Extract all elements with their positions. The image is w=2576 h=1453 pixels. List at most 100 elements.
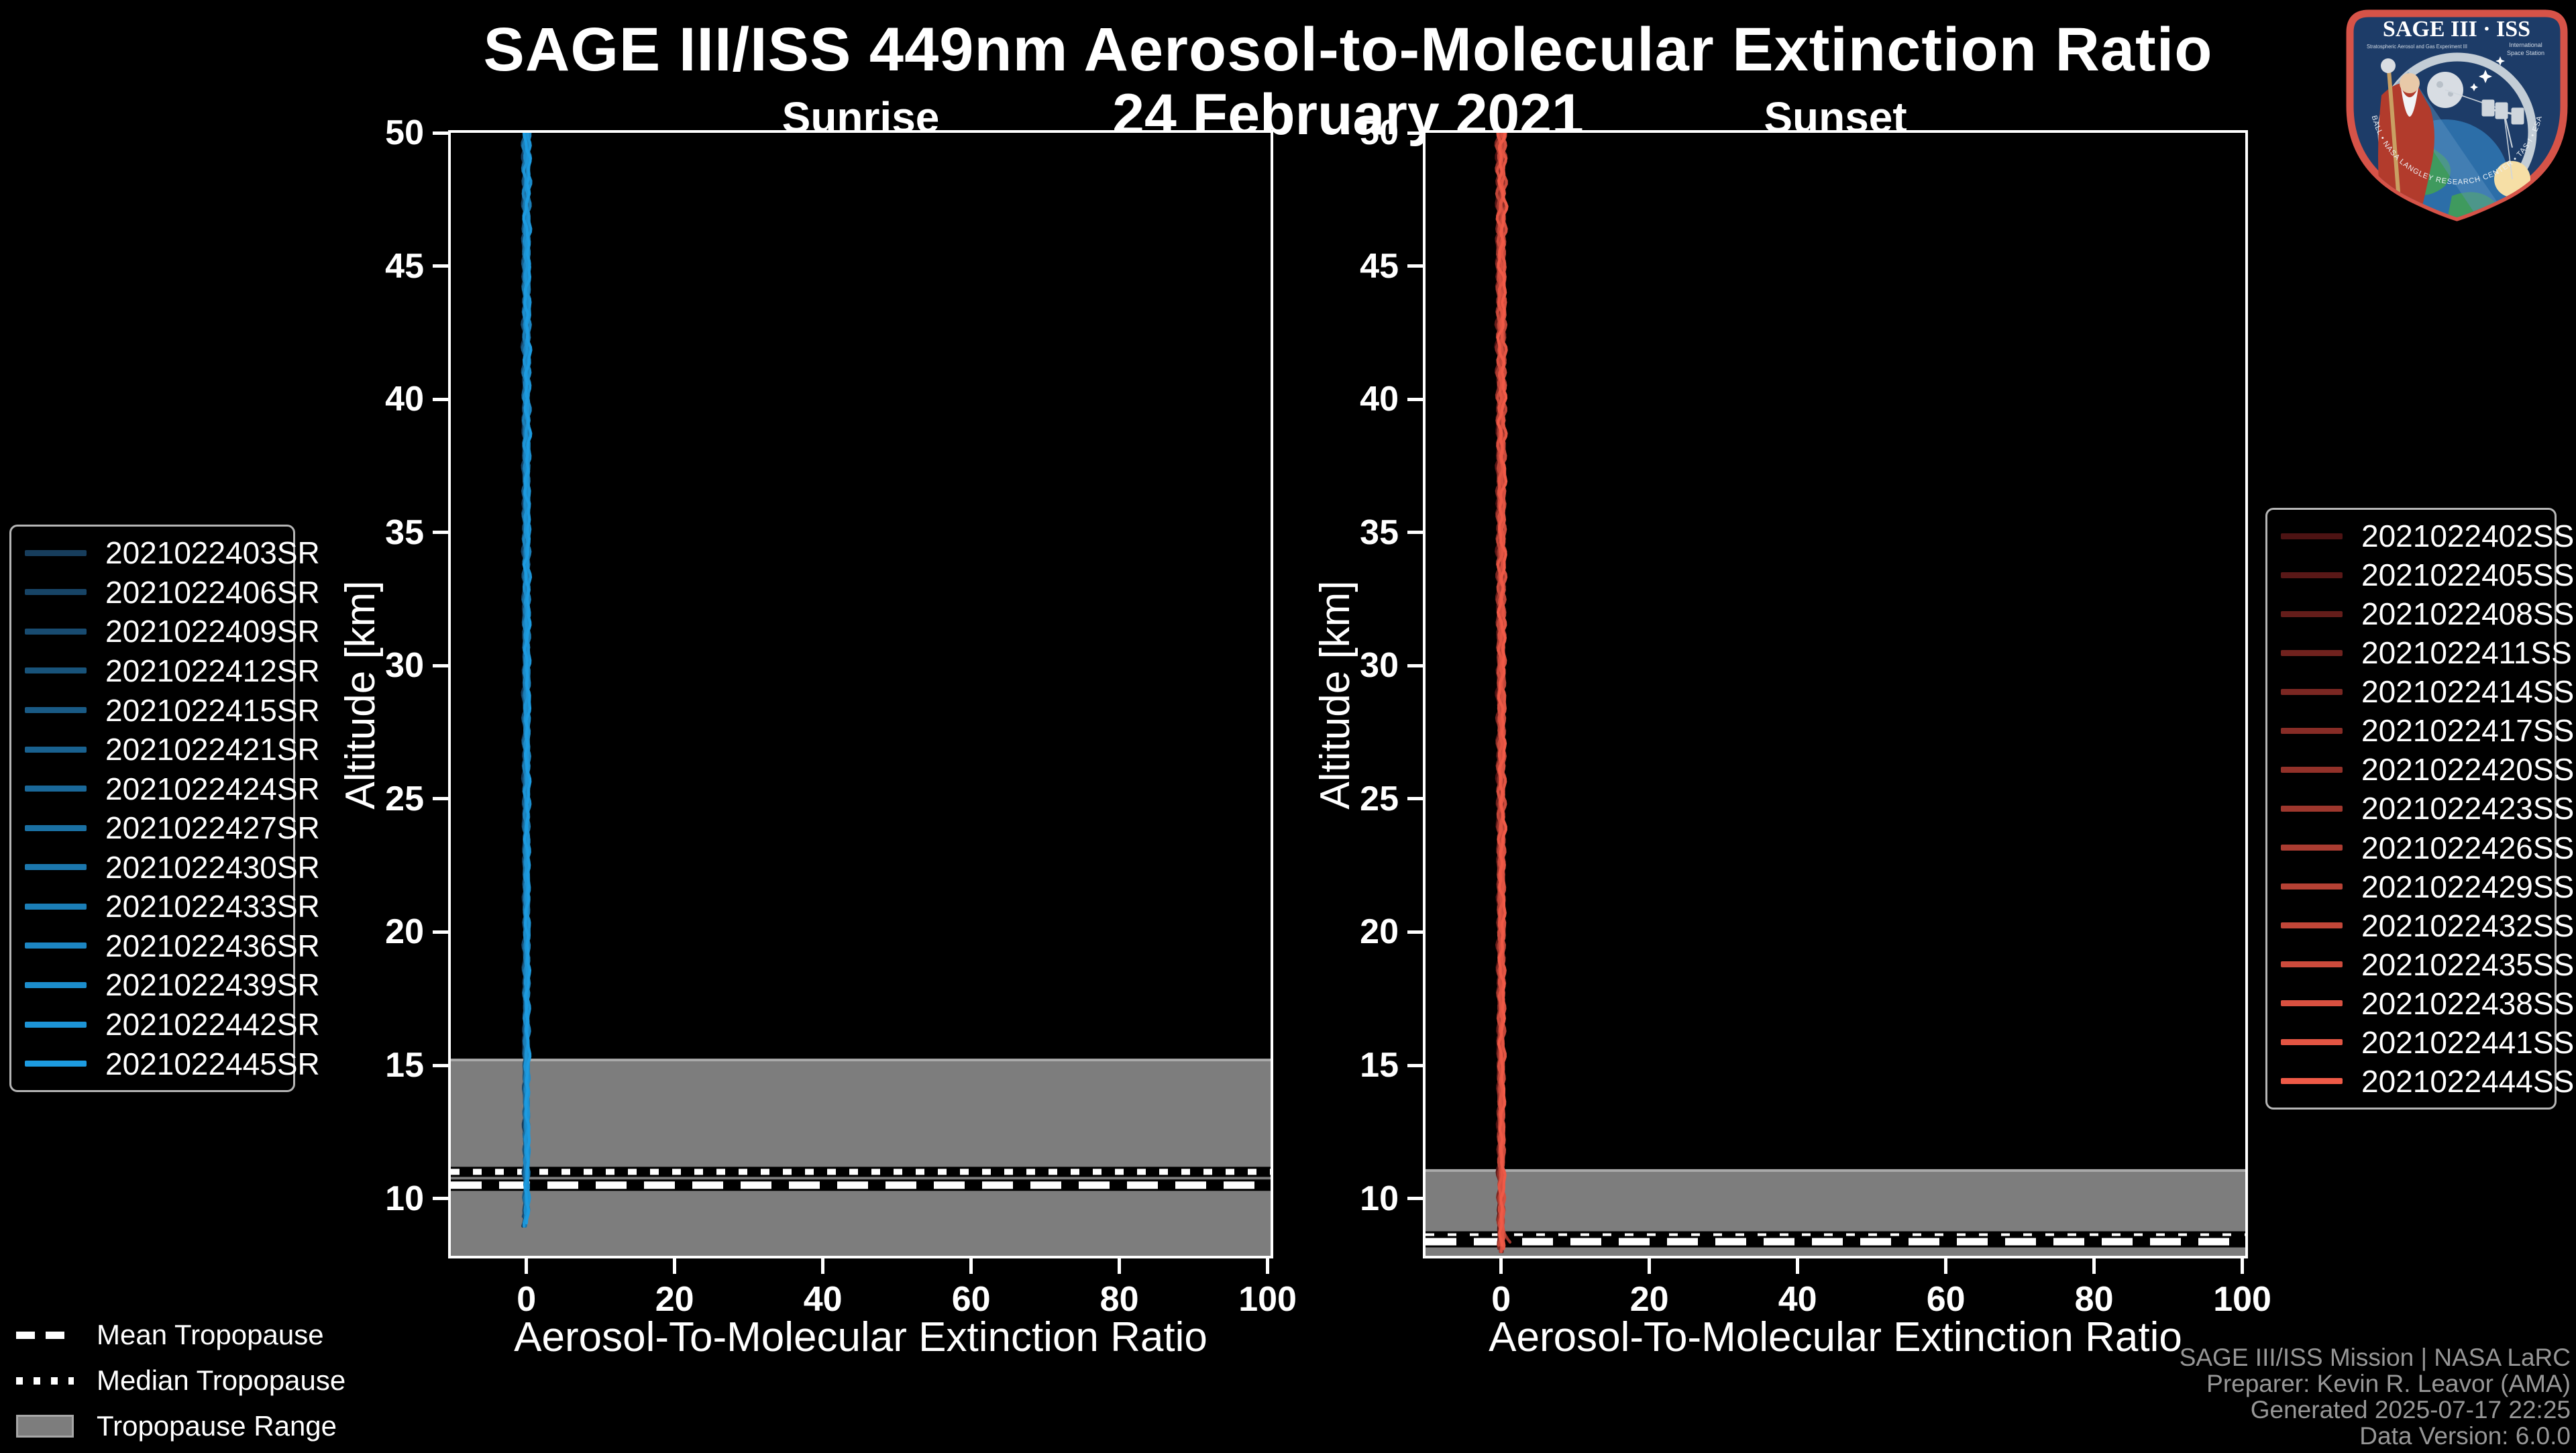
legend-item: 2021022420SS — [2267, 751, 2574, 788]
legend-line-swatch — [2281, 572, 2343, 578]
legend-item: 2021022435SS — [2267, 947, 2574, 983]
legend-line-swatch — [2281, 766, 2343, 773]
y-tick-label: 35 — [385, 513, 424, 552]
legend-item-label: 2021022417SS — [2361, 713, 2575, 749]
legend-item-label: 2021022441SS — [2361, 1024, 2575, 1060]
legend-line-swatch — [2281, 610, 2343, 617]
x-tick-label: 0 — [1491, 1280, 1511, 1319]
legend-item: 2021022414SS — [2267, 674, 2574, 710]
legend-item-label: 2021022445SR — [105, 1046, 320, 1081]
legend-item: 2021022406SR — [11, 574, 320, 610]
x-tick-mark — [1944, 1258, 1948, 1274]
legend-item: 2021022427SR — [11, 810, 320, 846]
legend-item-label: 2021022424SR — [105, 771, 320, 806]
mean-tropopause-label: Mean Tropopause — [97, 1319, 324, 1350]
legend-line-swatch — [2281, 961, 2343, 968]
median-tropopause-label: Median Tropopause — [97, 1364, 346, 1396]
y-tick-mark — [433, 663, 448, 667]
y-tick-mark — [1407, 264, 1423, 268]
legend-line-swatch — [2281, 1039, 2343, 1046]
legend-line-swatch — [2281, 1000, 2343, 1007]
legend-item-label: 2021022402SS — [2361, 519, 2575, 554]
father-time-figure — [2378, 58, 2434, 216]
y-tick-mark — [1407, 1063, 1423, 1067]
legend-item: 2021022442SR — [11, 1006, 320, 1042]
x-tick-label: 0 — [517, 1280, 537, 1319]
legend-line-swatch — [25, 943, 87, 949]
y-tick-mark — [433, 264, 448, 268]
legend-item: 2021022433SR — [11, 888, 320, 924]
tropopause-range-band — [451, 1060, 1271, 1256]
legend-item: 2021022408SS — [2267, 596, 2574, 632]
x-tick-mark — [969, 1258, 973, 1274]
legend-item: 2021022424SR — [11, 771, 320, 807]
x-tick-label: 20 — [1629, 1280, 1669, 1319]
earth-land-2 — [2445, 192, 2496, 217]
legend-item-label: 2021022405SS — [2361, 557, 2575, 593]
sunset-plot-area — [1423, 130, 2248, 1258]
legend-item-label: 2021022432SS — [2361, 908, 2575, 943]
legend-item: 2021022426SS — [2267, 830, 2574, 866]
y-tick-label: 50 — [1360, 113, 1399, 152]
legend-item: 2021022411SS — [2267, 635, 2572, 671]
legend-item: 2021022432SS — [2267, 908, 2574, 944]
legend-line-swatch — [25, 746, 87, 753]
logo-subtitle-right-2: Space Station — [2507, 50, 2544, 56]
y-tick-label: 15 — [1360, 1046, 1399, 1085]
legend-item: 2021022423SS — [2267, 790, 2574, 826]
y-tick-label: 50 — [385, 113, 424, 152]
x-tick-label: 60 — [951, 1280, 991, 1319]
legend-line-swatch — [2281, 688, 2343, 695]
x-tick-mark — [821, 1258, 825, 1274]
x-tick-label: 80 — [2074, 1280, 2114, 1319]
x-tick-label: 100 — [2213, 1280, 2271, 1319]
y-tick-label: 20 — [385, 912, 424, 952]
legend-item-label: 2021022408SS — [2361, 596, 2575, 632]
profile-line-2021022445SR — [522, 133, 533, 1225]
y-tick-label: 25 — [1360, 779, 1399, 818]
legend-item-label: 2021022409SR — [105, 614, 320, 649]
x-tick-mark — [525, 1258, 529, 1274]
figure-title: SAGE III/ISS 449nm Aerosol-to-Molecular … — [483, 15, 2213, 84]
legend-item: 2021022438SS — [2267, 985, 2574, 1022]
legend-item-label: 2021022435SS — [2361, 947, 2575, 982]
legend-line-swatch — [2281, 922, 2343, 929]
sunrise-y-axis-label: Altitude [km] — [337, 580, 384, 810]
legend-item: 2021022421SR — [11, 731, 320, 767]
legend-line-swatch — [2281, 845, 2343, 851]
y-tick-label: 15 — [385, 1046, 424, 1085]
legend-item-label: 2021022420SS — [2361, 752, 2575, 788]
legend-item-label: 2021022433SR — [105, 889, 320, 924]
legend-item-label: 2021022415SR — [105, 692, 320, 728]
legend-item: 2021022409SR — [11, 613, 320, 649]
credit-line-generated: Generated 2025-07-17 22:25 — [2250, 1396, 2571, 1423]
logo-subtitle-right-1: International — [2509, 42, 2542, 48]
legend-item-label: 2021022421SR — [105, 732, 320, 767]
legend-item-label: 2021022403SR — [105, 535, 320, 571]
y-tick-mark — [433, 797, 448, 801]
legend-item-label: 2021022442SR — [105, 1007, 320, 1042]
tropopause-range-label: Tropopause Range — [97, 1410, 337, 1442]
legend-line-swatch — [2281, 1078, 2343, 1085]
legend-item: 2021022445SR — [11, 1046, 320, 1082]
x-tick-mark — [673, 1258, 677, 1274]
legend-item: 2021022412SR — [11, 653, 320, 689]
legend-item-label: 2021022411SS — [2361, 635, 2572, 671]
legend-item: 2021022430SR — [11, 849, 320, 885]
legend-line-swatch — [25, 549, 87, 556]
credit-line-version: Data Version: 6.0.0 — [2359, 1422, 2571, 1450]
legend-line-swatch — [2281, 883, 2343, 890]
legend-item: 2021022417SS — [2267, 712, 2574, 749]
sunset-x-axis-label: Aerosol-To-Molecular Extinction Ratio — [1489, 1314, 2182, 1360]
legend-item: 2021022403SR — [11, 535, 320, 571]
legend-item: 2021022415SR — [11, 692, 320, 729]
sunrise-plot-area — [448, 130, 1273, 1258]
y-tick-label: 10 — [1360, 1179, 1399, 1218]
y-tick-mark — [433, 1063, 448, 1067]
sunrise-x-axis-label: Aerosol-To-Molecular Extinction Ratio — [514, 1314, 1208, 1360]
y-tick-label: 45 — [1360, 246, 1399, 286]
y-tick-mark — [433, 1197, 448, 1201]
legend-line-swatch — [25, 903, 87, 910]
y-tick-label: 35 — [1360, 513, 1399, 552]
